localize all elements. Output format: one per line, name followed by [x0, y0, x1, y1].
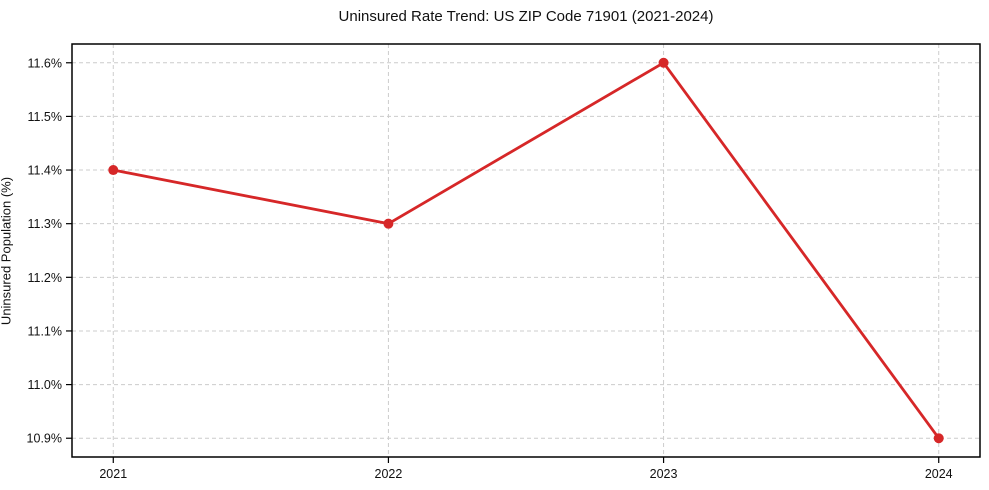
plot-border [71, 43, 981, 458]
y-tick-label: 11.0% [27, 378, 62, 392]
data-point [108, 165, 119, 176]
x-tick-label: 2023 [650, 467, 678, 481]
y-tick-label: 11.2% [27, 271, 62, 285]
x-tick-label: 2022 [375, 467, 403, 481]
y-tick-label: 11.6% [27, 56, 62, 70]
y-tick-label: 11.1% [27, 324, 62, 338]
chart-title: Uninsured Rate Trend: US ZIP Code 71901 … [338, 8, 714, 25]
y-tick-label: 10.9% [27, 432, 62, 446]
data-point [933, 433, 944, 444]
trend-line [111, 61, 941, 440]
x-tick-label: 2021 [99, 467, 127, 481]
y-tick-label: 11.4% [27, 164, 62, 178]
x-tick-label: 2024 [925, 467, 953, 481]
data-point [658, 57, 669, 68]
y-tick-label: 11.3% [27, 217, 62, 231]
data-point [383, 218, 394, 229]
y-tick-label: 11.5% [27, 110, 62, 124]
